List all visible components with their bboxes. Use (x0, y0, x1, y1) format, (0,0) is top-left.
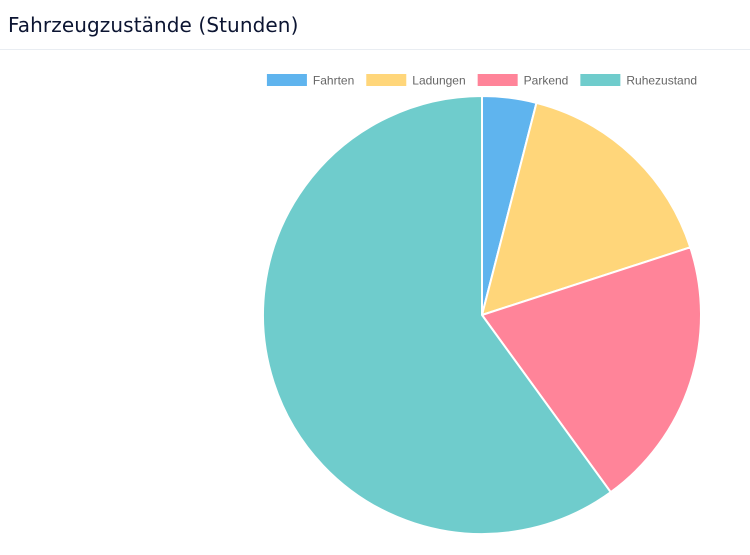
legend-item-fahrten[interactable]: Fahrten (266, 74, 354, 88)
legend-item-ladungen[interactable]: Ladungen (366, 74, 466, 88)
legend-label: Ladungen (412, 74, 465, 88)
pie-slice-ruhezustand[interactable] (262, 95, 612, 535)
pie-slice-ladungen[interactable] (481, 101, 692, 316)
legend-label: Fahrten (313, 74, 354, 88)
pie-slices (262, 95, 702, 535)
legend-swatch (477, 74, 518, 86)
chart-title: Fahrzeugzustände (Stunden) (8, 12, 299, 37)
legend-item-ruhezustand[interactable]: Ruhezustand (580, 74, 697, 88)
legend-swatch (266, 74, 307, 86)
pie-chart: Fahrten Ladungen Parkend Ruhezustand (262, 74, 702, 535)
legend-label: Parkend (524, 74, 569, 88)
legend-swatch (580, 74, 621, 86)
legend-label: Ruhezustand (626, 74, 697, 88)
legend-item-parkend[interactable]: Parkend (477, 74, 569, 88)
legend-swatch (366, 74, 407, 86)
pie-slice-parkend[interactable] (481, 246, 702, 494)
card-header: Fahrzeugzustände (Stunden) (0, 0, 750, 50)
chart-legend: Fahrten Ladungen Parkend Ruhezustand (266, 74, 697, 88)
chart-container: Fahrten Ladungen Parkend Ruhezustand (0, 50, 750, 555)
